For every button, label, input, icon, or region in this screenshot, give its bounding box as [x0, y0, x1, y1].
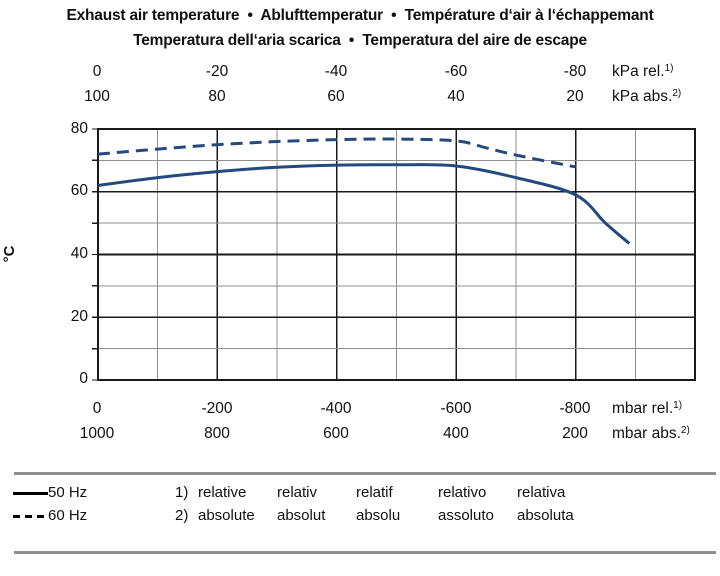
series-60-hz — [97, 137, 576, 169]
x-tick: 100 — [84, 88, 110, 105]
x-axis-bottom-mbar-rel: 0 -200 -400 -600 -800 mbar rel.1) — [0, 400, 720, 420]
footnote-term: relative — [198, 484, 247, 501]
x-axis-top-kpa-abs: 100 80 60 40 20 kPa abs.2) — [0, 88, 720, 108]
x-axis-unit-mbar-rel: mbar rel.1) — [612, 400, 683, 417]
x-tick: -400 — [320, 400, 352, 417]
x-tick: -600 — [440, 400, 472, 417]
plot-svg — [92, 128, 696, 381]
y-tick: 20 — [70, 308, 88, 325]
series-50-hz — [97, 163, 631, 245]
legend-solid-line-swatch — [13, 492, 48, 495]
legend-label-60hz: 60 Hz — [48, 507, 88, 524]
x-tick: 20 — [566, 88, 584, 105]
x-tick: 200 — [562, 425, 588, 442]
footnote-term: relatif — [356, 484, 393, 501]
y-tick: 80 — [70, 120, 88, 137]
footnote-ref: 2) — [672, 88, 682, 99]
footnote-term: absolu — [356, 507, 401, 524]
x-axis-unit-kpa-rel: kPa rel.1) — [612, 63, 674, 80]
legend-label-50hz: 50 Hz — [48, 484, 88, 501]
x-tick: -200 — [201, 400, 233, 417]
footnote-term: absolute — [198, 507, 255, 524]
x-tick: 40 — [447, 88, 465, 105]
x-axis-unit-kpa-abs: kPa abs.2) — [612, 88, 682, 105]
footnote-ref: 1) — [673, 400, 683, 411]
footnote-marker-1: 1) — [175, 484, 189, 501]
separator-rule-bottom — [14, 551, 716, 554]
footnote-term: relativa — [517, 484, 566, 501]
chart-title-line-2: Temperatura dell‘aria scarica • Temperat… — [133, 32, 587, 49]
x-tick: 1000 — [79, 425, 115, 442]
chart-title-line-1: Exhaust air temperature • Ablufttemperat… — [66, 7, 654, 24]
x-tick: 600 — [323, 425, 349, 442]
x-tick: 0 — [92, 400, 102, 417]
x-tick: -800 — [559, 400, 591, 417]
footnote-term: absoluta — [517, 507, 574, 524]
x-tick: -40 — [324, 63, 348, 80]
x-tick: 80 — [208, 88, 226, 105]
x-tick: -20 — [205, 63, 229, 80]
y-axis-unit-celsius: °C — [1, 245, 18, 263]
x-tick: 800 — [204, 425, 230, 442]
x-tick: 0 — [92, 63, 102, 80]
footnote-term: assoluto — [438, 507, 494, 524]
footnote-term: relativo — [438, 484, 487, 501]
x-tick: 400 — [443, 425, 469, 442]
footnote-ref: 1) — [664, 63, 674, 74]
y-tick: 0 — [79, 370, 88, 387]
x-tick: -80 — [563, 63, 587, 80]
x-tick: 60 — [327, 88, 345, 105]
y-tick: 40 — [70, 245, 88, 262]
x-axis-unit-mbar-abs: mbar abs.2) — [612, 425, 690, 442]
x-axis-bottom-mbar-abs: 1000 800 600 400 200 mbar abs.2) — [0, 425, 720, 445]
x-tick: -60 — [444, 63, 468, 80]
footnote-marker-2: 2) — [175, 507, 189, 524]
separator-rule-top — [14, 472, 716, 475]
y-tick: 60 — [70, 182, 88, 199]
footnote-term: absolut — [277, 507, 326, 524]
legend-dashed-line-swatch — [13, 515, 48, 518]
footnote-term: relativ — [277, 484, 318, 501]
x-axis-top-kpa-rel: 0 -20 -40 -60 -80 kPa rel.1) — [0, 63, 720, 83]
footnote-ref: 2) — [680, 425, 690, 436]
